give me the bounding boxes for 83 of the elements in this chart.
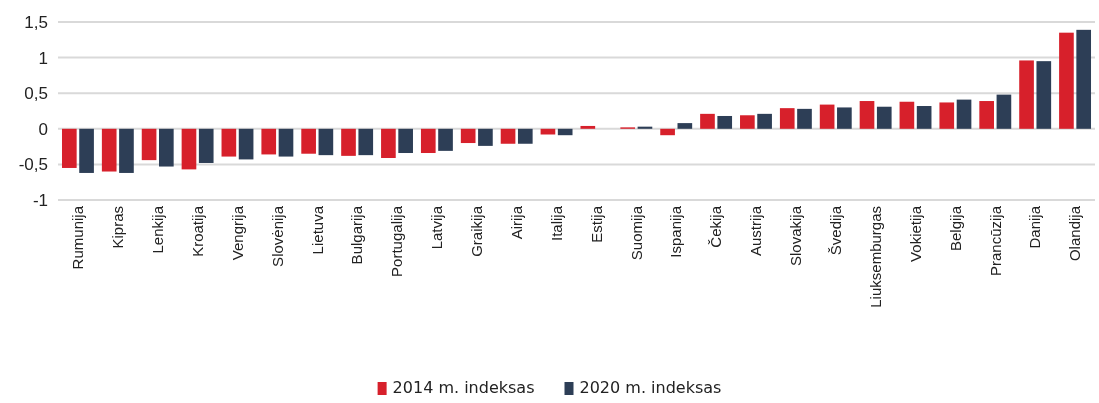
x-tick-label: Bulgarija [348, 205, 366, 265]
bar [740, 115, 755, 129]
bar [717, 115, 733, 129]
bar [837, 107, 852, 129]
bar [318, 128, 334, 156]
bar [238, 128, 254, 160]
bar [278, 128, 294, 157]
bar [500, 128, 516, 144]
bar [341, 128, 356, 156]
x-tick-label: Prancūzija [986, 205, 1004, 277]
bar [159, 128, 174, 167]
bar [460, 128, 476, 144]
y-tick-label: -0,5 [18, 155, 48, 175]
x-tick-label: Lenkija [148, 205, 166, 254]
x-tick-label: Airija [507, 205, 525, 240]
x-tick-label: Vengrija [228, 205, 246, 261]
bar [660, 128, 675, 136]
bar [61, 128, 77, 168]
bar [979, 101, 994, 129]
y-tick-label: 0 [38, 119, 48, 139]
bar [677, 123, 693, 129]
x-tick-label: Portugalija [388, 205, 406, 277]
x-tick-label: Slovėnija [268, 205, 286, 267]
x-tick-label: Švedija [827, 205, 844, 256]
bar [1036, 61, 1052, 129]
bar [517, 128, 533, 144]
bar [876, 106, 892, 129]
bar [859, 101, 875, 129]
bar [996, 94, 1012, 129]
bar [398, 128, 413, 154]
x-tick-label: Suomija [627, 205, 645, 261]
bar [939, 102, 955, 129]
x-tick-label: Danija [1026, 205, 1044, 249]
x-tick-label: Vokietija [906, 205, 924, 262]
bar [637, 126, 653, 129]
x-tick-label: Olandija [1066, 205, 1084, 262]
bar [301, 128, 316, 154]
legend-label: 2014 m. indeksas [392, 378, 535, 397]
bar [779, 108, 795, 129]
bar [580, 125, 596, 129]
x-tick-label: Estija [587, 205, 605, 243]
x-tick-label: Kroatija [188, 205, 206, 257]
y-tick-label: 1 [38, 48, 48, 68]
legend-label: 2020 m. indeksas [579, 378, 722, 397]
bar [181, 128, 197, 170]
bar [797, 108, 812, 129]
bar [478, 128, 493, 146]
bar [1019, 60, 1034, 129]
bar [119, 128, 134, 173]
bar [956, 99, 972, 129]
bar [261, 128, 277, 155]
bar [221, 128, 237, 157]
x-tick-label: Latvija [428, 205, 446, 250]
bar [757, 113, 772, 129]
y-tick-label: 0,5 [24, 84, 48, 104]
x-tick-label: Lietuva [308, 205, 326, 255]
x-tick-label: Liuksemburgas [866, 206, 884, 308]
x-tick-label: Graikija [468, 205, 486, 257]
bar [1076, 29, 1092, 129]
x-tick-label: Italija [547, 205, 565, 242]
bar [438, 128, 453, 151]
x-tick-label: Čekija [707, 205, 725, 248]
bar [79, 128, 94, 173]
x-tick-label: Rumunija [69, 205, 87, 270]
bar [101, 128, 117, 172]
bar [420, 128, 436, 154]
bar [819, 104, 835, 129]
x-tick-label: Slovakija [787, 205, 805, 267]
bar [358, 128, 374, 156]
bar [700, 113, 715, 129]
bar [916, 106, 932, 129]
x-tick-label: Austrija [747, 205, 765, 257]
bar [141, 128, 157, 161]
bar [899, 101, 915, 129]
bar [557, 128, 573, 136]
x-tick-label: Kipras [109, 206, 127, 249]
bar [1059, 32, 1074, 129]
y-tick-label: 1,5 [24, 12, 48, 32]
x-tick-label: Belgija [946, 205, 964, 252]
bar [198, 128, 214, 163]
x-tick-label: Ispanija [667, 205, 685, 258]
bar [381, 128, 396, 158]
y-tick-label: -1 [32, 190, 48, 210]
